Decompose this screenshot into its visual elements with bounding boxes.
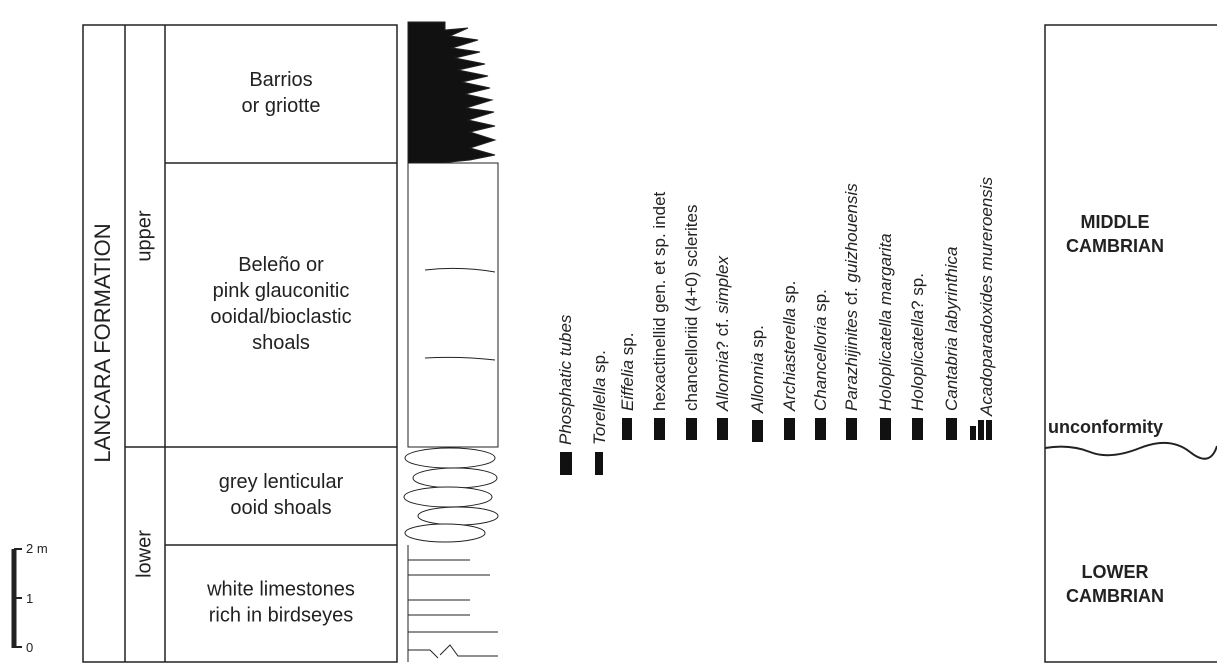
taxon-part: Parazhijinites [842,309,861,411]
taxon-part: chancelloriid (4+0) sclerites [682,205,701,411]
unit-line: pink glauconitic [213,280,350,302]
taxon-label: Holoplicatella? sp. [908,273,927,411]
member-label: upper [133,210,155,261]
taxon-part: Archiasterella [780,308,799,412]
unit-label: white limestones rich in birdseyes [206,579,355,627]
taxon-label: Parazhijinites cf. guizhouensis [842,183,861,411]
period-line: CAMBRIAN [1066,236,1164,256]
taxon-part: cf. [842,282,861,309]
taxon-part: simplex [713,256,732,314]
period-line: CAMBRIAN [1066,586,1164,606]
unit-line: grey lenticular [219,471,344,493]
unit-line: shoals [252,332,310,354]
lithology-column [404,22,498,662]
unconformity-line [1045,443,1217,459]
taxon-part: Holoplicatella margarita [876,233,895,411]
unit-label: grey lenticular ooid shoals [219,471,344,519]
unit-line: rich in birdseyes [209,605,354,627]
scale-label: 2 m [26,541,48,556]
taxon-label: Holoplicatella margarita [876,233,895,411]
taxon-part: ? sp. [908,273,927,310]
taxon-label: Torellella sp. [590,350,609,445]
taxon-label: Acadoparadoxides mureroensis [977,176,996,417]
scale-bar [14,549,22,648]
taxon-part: hexactinellid gen. et sp. indet [650,191,669,411]
taxon-part: Acadoparadoxides mureroensis [977,176,996,417]
taxon-part: Phosphatic tubes [556,314,575,445]
unit-line: Beleño or [238,254,324,276]
column-frame [83,25,397,662]
taxon-label: Cantabria labyrinthica [942,247,961,411]
diagram: LANCARA FORMATION upper lower 2 m 1 0 un… [0,0,1217,669]
taxon-part: Eiffelia [618,360,637,411]
unit-label: Barrios or griotte [242,69,321,117]
taxon-part: Allonnia [713,351,732,413]
taxon-part: Chancelloria [811,317,830,412]
taxon-label: Allonnia? cf. simplex [713,256,732,412]
taxon-label: Archiasterella sp. [780,281,799,412]
unit-line: ooidal/bioclastic [210,306,351,328]
period-line: MIDDLE [1081,212,1150,232]
boundary-label: unconformity [1048,417,1163,437]
taxon-part: sp. [780,281,799,308]
range-bars [560,418,992,475]
taxon-part: sp. [811,289,830,316]
taxon-part: Holoplicatella [908,310,927,411]
taxon-part: sp. [590,350,609,377]
unit-line: ooid shoals [230,497,331,519]
taxon-label: Chancelloria sp. [811,289,830,411]
formation-label: LANCARA FORMATION [90,223,115,462]
taxon-label: chancelloriid (4+0) sclerites [682,205,701,411]
taxon-part: Allonnia [748,353,767,415]
unit-line: or griotte [242,95,321,117]
taxon-part: sp. [748,325,767,352]
taxon-label: Phosphatic tubes [556,314,575,445]
unit-line: Barrios [249,69,312,91]
taxon-label: Allonnia sp. [748,325,767,414]
period-line: LOWER [1082,562,1149,582]
taxon-label: hexactinellid gen. et sp. indet [650,191,669,411]
taxon-label: Eiffelia sp. [618,333,637,411]
taxon-part: guizhouensis [842,183,861,283]
taxon-part: sp. [618,333,637,360]
unit-line: white limestones [206,579,355,601]
period-label: MIDDLE CAMBRIAN [1066,212,1164,256]
scale-label: 1 [26,591,33,606]
scale-label: 0 [26,640,33,655]
taxon-part: ? cf. [713,314,732,351]
period-label: LOWER CAMBRIAN [1066,562,1164,606]
member-label: lower [133,530,155,578]
taxon-part: Cantabria labyrinthica [942,247,961,411]
unit-label: Beleño or pink glauconitic ooidal/bioclast… [210,254,351,354]
taxon-part: Torellella [590,378,609,445]
